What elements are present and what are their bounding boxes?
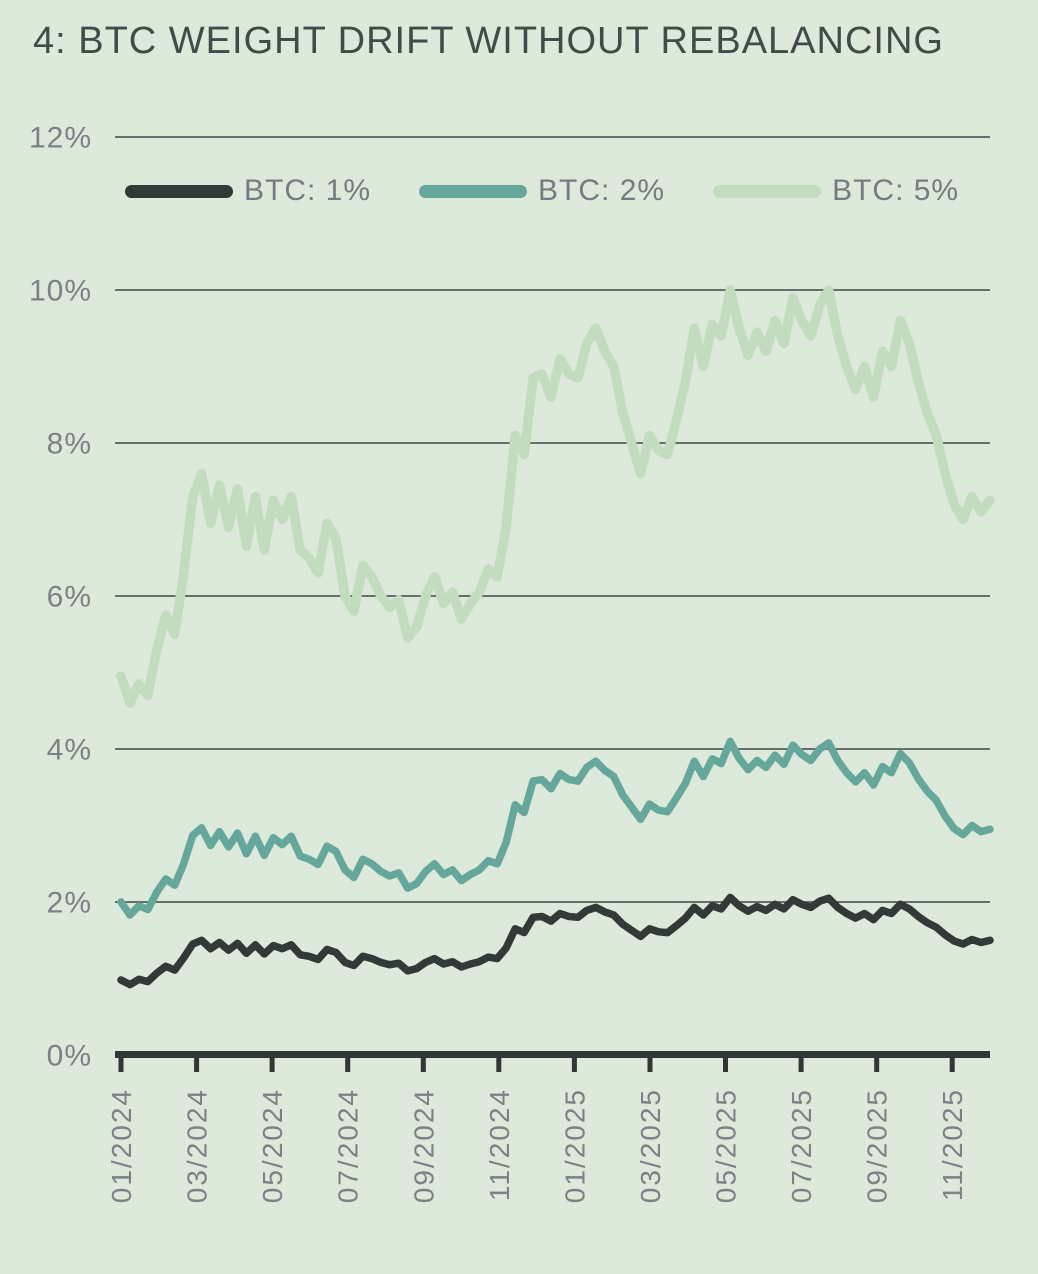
x-axis-label-11-2025: 11/2025 <box>937 1088 968 1201</box>
x-axis-tick <box>496 1051 502 1072</box>
legend-item-btc-5: BTC: 5% <box>713 174 959 208</box>
x-axis-tick <box>647 1051 653 1072</box>
legend-item-btc-2: BTC: 2% <box>419 174 665 208</box>
x-axis-tick <box>949 1051 955 1072</box>
legend-label-btc-1: BTC: 1% <box>244 174 372 207</box>
x-axis-label-11-2024: 11/2024 <box>484 1088 515 1201</box>
legend-label-btc-5: BTC: 5% <box>832 174 960 207</box>
x-axis-label-01-2025: 01/2025 <box>559 1088 590 1203</box>
y-axis-label-8pct: 8% <box>47 428 92 461</box>
y-axis-label-2pct: 2% <box>47 887 92 920</box>
x-axis-tick <box>874 1051 880 1072</box>
x-axis-label-05-2025: 05/2025 <box>711 1088 742 1203</box>
x-axis-tick <box>269 1051 275 1072</box>
legend-label-btc-2: BTC: 2% <box>538 174 666 207</box>
chart-title: 4: BTC WEIGHT DRIFT WITHOUT REBALANCING <box>33 20 944 62</box>
x-axis-tick <box>723 1051 728 1072</box>
x-axis-label-03-2024: 03/2024 <box>182 1088 213 1203</box>
x-axis-line <box>115 1051 990 1058</box>
y-axis-label-4pct: 4% <box>47 734 92 767</box>
y-axis-label-6pct: 6% <box>47 581 92 614</box>
x-axis-tick <box>345 1051 351 1072</box>
series-line-btc_5 <box>116 285 995 708</box>
legend-swatch-btc-2-icon <box>419 184 528 198</box>
x-axis-tick <box>194 1051 200 1072</box>
y-axis-label-10pct: 10% <box>29 275 92 308</box>
y-axis-label-12pct: 12% <box>29 122 92 155</box>
x-axis-label-07-2024: 07/2024 <box>333 1088 364 1203</box>
series-line-btc_2 <box>117 737 994 919</box>
x-axis-label-01-2024: 01/2024 <box>106 1088 137 1203</box>
series-line-btc_1 <box>117 893 994 989</box>
x-axis-tick <box>118 1051 124 1072</box>
x-axis-label-07-2025: 07/2025 <box>786 1088 817 1203</box>
x-axis-label-09-2024: 09/2024 <box>408 1088 439 1203</box>
x-axis-label-09-2025: 09/2025 <box>862 1088 893 1203</box>
x-axis-tick <box>798 1051 804 1072</box>
legend-swatch-btc-1-icon <box>125 184 233 198</box>
x-axis-tick <box>420 1051 426 1072</box>
legend-swatch-btc-5-icon <box>713 184 822 198</box>
x-axis-tick <box>571 1051 577 1072</box>
y-axis-label-0pct: 0% <box>47 1040 92 1073</box>
legend-item-btc-1: BTC: 1% <box>125 174 371 208</box>
chart-legend: BTC: 1% BTC: 2% BTC: 5% <box>125 174 959 208</box>
x-axis-label-03-2025: 03/2025 <box>635 1088 666 1203</box>
x-axis-label-05-2024: 05/2024 <box>257 1088 288 1203</box>
